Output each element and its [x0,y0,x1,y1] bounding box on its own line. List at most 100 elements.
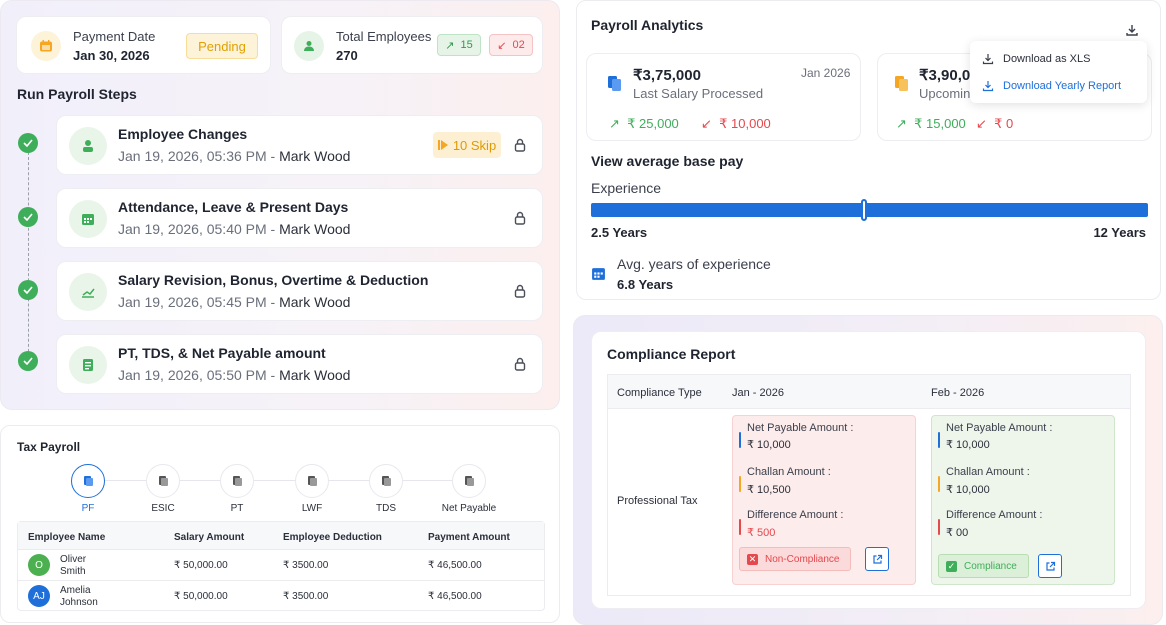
diff-label: Difference Amount : [747,509,844,521]
compliance-card: Compliance Report Compliance Type Jan - … [591,331,1146,609]
col-header: Salary Amount [174,532,245,543]
download-button[interactable] [1121,19,1143,41]
step-attendance[interactable]: Attendance, Leave & Present Days Jan 19,… [56,188,543,248]
compliance-table: Compliance Type Jan - 2026 Feb - 2026 Pr… [607,374,1131,596]
compliance-header-row [608,375,1130,409]
step-subtitle: Jan 19, 2026, 05:36 PM - Mark Wood [118,148,351,164]
avg-experience-value: 6.8 Years [617,277,674,292]
deduction-cell: ₹ 3500.00 [283,591,329,602]
last-salary-down: ↙ ₹ 10,000 [701,116,771,131]
experience-slider-track[interactable] [591,203,1148,217]
step-salary-revision[interactable]: Salary Revision, Bonus, Overtime & Deduc… [56,261,543,321]
tab-tds[interactable] [369,464,403,498]
tab-esic[interactable] [146,464,180,498]
arrow-up-right-icon: ↗ [896,116,907,131]
last-salary-label: Last Salary Processed [633,86,764,101]
slider-max-label: 12 Years [1093,225,1146,240]
step-subtitle: Jan 19, 2026, 05:50 PM - Mark Wood [118,367,351,383]
document-icon [159,476,168,486]
challan-bar [739,476,741,492]
menu-item-download-yearly[interactable]: Download Yearly Report [982,80,1121,92]
total-employees-label: Total Employees [336,29,432,44]
total-employees-value: 270 [336,48,358,63]
employee-name: Oliver Smith [60,554,87,577]
tab-label-esic: ESIC [151,503,175,514]
col-header: Compliance Type [617,387,702,399]
challan-value: ₹ 10,500 [747,484,791,496]
deduction-cell: ₹ 3500.00 [283,560,329,571]
net-bar [739,432,741,448]
open-report-button[interactable] [1038,554,1062,578]
close-icon: ✕ [747,553,758,565]
down-count: 02 [512,39,525,51]
tab-label-pf: PF [81,503,95,514]
tab-label-lwf: LWF [301,503,323,514]
tab-label-tds: TDS [376,503,396,514]
arrow-down-left-icon: ↙ [701,116,712,131]
payment-date-label: Payment Date [73,29,156,44]
menu-item-download-xls[interactable]: Download as XLS [982,53,1090,65]
challan-bar [938,476,940,492]
col-header: Employee Name [28,532,106,543]
col-header: Employee Deduction [283,532,382,543]
diff-bar [938,519,940,535]
users-icon [294,31,324,61]
step-pt-tds[interactable]: PT, TDS, & Net Payable amount Jan 19, 20… [56,334,543,394]
col-header: Payment Amount [428,532,510,543]
diff-bar [739,519,741,535]
step-subtitle: Jan 19, 2026, 05:40 PM - Mark Wood [118,221,351,237]
step-check-icon [18,207,38,227]
tab-pt[interactable] [220,464,254,498]
jan-compliance-box: Net Payable Amount : ₹ 10,000 Challan Am… [732,415,916,585]
base-pay-title: View average base pay [591,153,744,169]
net-label: Net Payable Amount : [946,422,1053,434]
download-icon [982,81,994,92]
payment-cell: ₹ 46,500.00 [428,591,482,602]
tab-connector [105,480,465,481]
experience-label: Experience [591,180,662,196]
arrow-up-right-icon: ↗ [445,39,455,52]
last-salary-card: ₹3,75,000 Jan 2026 Last Salary Processed… [586,53,861,141]
last-salary-amount: ₹3,75,000 [633,67,701,84]
table-row[interactable]: AJ Amelia Johnson ₹ 50,000.00 ₹ 3500.00 ₹… [18,582,544,610]
document-icon [465,476,474,486]
check-icon: ✓ [946,560,957,572]
arrow-up-right-icon: ↗ [609,116,620,131]
skip-badge[interactable]: 10 Skip [433,132,501,158]
tab-net-payable[interactable] [452,464,486,498]
col-header: Jan - 2026 [732,387,784,399]
challan-value: ₹ 10,000 [946,484,990,496]
up-count: 15 [460,39,473,51]
employee-name: Amelia Johnson [60,585,98,608]
col-header: Feb - 2026 [931,387,985,399]
payment-date-card: Payment Date Jan 30, 2026 Pending [16,16,271,74]
arrow-down-left-icon: ↙ [976,116,987,131]
document-icon [84,476,93,486]
tab-pf[interactable] [71,464,105,498]
open-report-button[interactable] [865,547,889,571]
table-row[interactable]: O Oliver Smith ₹ 50,000.00 ₹ 3500.00 ₹ 46… [18,551,544,581]
net-label: Net Payable Amount : [747,422,854,434]
salary-cell: ₹ 50,000.00 [174,560,228,571]
payroll-analytics-panel: Payroll Analytics ₹3,75,000 Jan 2026 Las… [576,0,1161,300]
net-value: ₹ 10,000 [946,439,990,451]
compliance-badge: ✓ Compliance [938,554,1029,578]
upcoming-up: ↗ ₹ 15,000 [896,116,966,131]
download-icon [982,54,994,65]
tab-label-pt: PT [230,503,244,514]
step-check-icon [18,280,38,300]
experience-slider-handle[interactable] [860,199,867,221]
document-icon [308,476,317,486]
payment-cell: ₹ 46,500.00 [428,560,482,571]
skip-icon [437,140,448,150]
step-employee-changes[interactable]: Employee Changes Jan 19, 2026, 05:36 PM … [56,115,543,175]
document-icon [382,476,391,486]
external-link-icon [872,554,882,564]
salary-cell: ₹ 50,000.00 [174,591,228,602]
tab-lwf[interactable] [295,464,329,498]
payment-date-value: Jan 30, 2026 [73,48,150,63]
challan-label: Challan Amount : [946,466,1030,478]
external-link-icon [1045,561,1055,571]
status-badge: Pending [186,33,258,59]
money-icon [607,74,623,97]
